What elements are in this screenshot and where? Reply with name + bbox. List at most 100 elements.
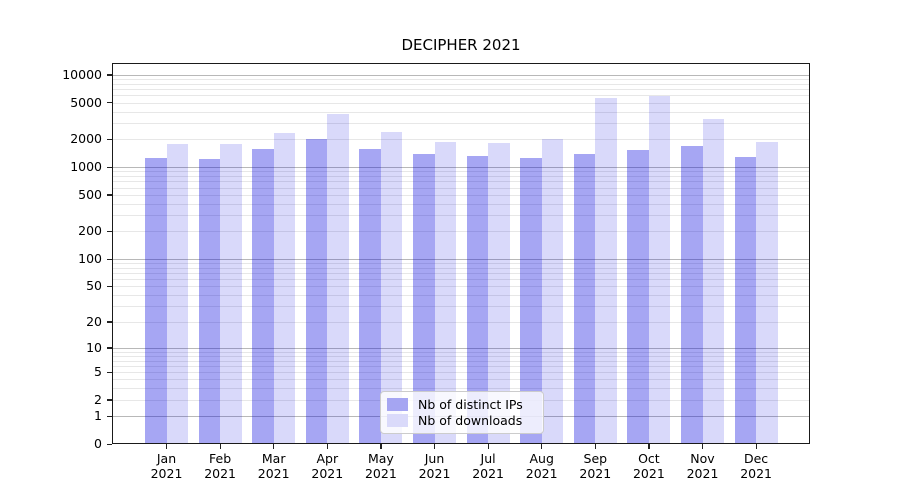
x-tick	[648, 444, 650, 449]
minor-gridline	[112, 372, 810, 374]
major-gridline	[112, 167, 810, 169]
legend-label-distinct-ips: Nb of distinct IPs	[418, 397, 523, 412]
y-tick	[107, 443, 112, 445]
bar-distinct-ips-mar	[252, 148, 274, 444]
y-tick	[107, 415, 112, 417]
x-tick-label: Nov 2021	[675, 451, 731, 481]
y-tick	[107, 258, 112, 260]
y-tick	[107, 74, 112, 76]
minor-gridline	[112, 181, 810, 183]
minor-gridline	[112, 321, 810, 323]
minor-gridline	[112, 273, 810, 275]
x-tick-year: 2021	[686, 466, 719, 481]
y-tick	[107, 399, 112, 401]
minor-gridline	[112, 295, 810, 297]
bar-downloads-jun	[434, 141, 456, 444]
x-tick-year: 2021	[579, 466, 612, 481]
minor-gridline	[112, 379, 810, 381]
x-tick-label: Mar 2021	[246, 451, 302, 481]
chart-title: DECIPHER 2021	[401, 36, 521, 54]
y-tick	[107, 347, 112, 349]
x-tick-month: Feb	[209, 451, 232, 466]
bar-distinct-ips-jan	[145, 157, 167, 444]
x-tick-year: 2021	[204, 466, 236, 481]
legend-entry-downloads: Nb of downloads	[387, 413, 537, 428]
minor-gridline	[112, 139, 810, 141]
x-tick-year: 2021	[525, 466, 558, 481]
y-tick-label: 20	[86, 313, 102, 329]
x-tick-year: 2021	[472, 466, 504, 481]
minor-gridline	[112, 111, 810, 113]
y-tick-label: 10	[86, 339, 102, 355]
y-tick	[107, 321, 112, 323]
x-tick	[166, 444, 168, 449]
bar-distinct-ips-may	[359, 149, 381, 444]
minor-gridline	[112, 286, 810, 288]
x-tick	[702, 444, 704, 449]
x-tick-year: 2021	[740, 466, 772, 481]
y-tick-label: 10000	[62, 66, 102, 82]
legend-entry-distinct-ips: Nb of distinct IPs	[387, 397, 537, 412]
minor-gridline	[112, 231, 810, 233]
minor-gridline	[112, 95, 810, 97]
x-tick-month: May	[367, 451, 394, 466]
x-tick-month: Jan	[156, 451, 177, 466]
bar-distinct-ips-jul	[466, 155, 489, 444]
x-tick	[326, 444, 329, 449]
legend-label-downloads: Nb of downloads	[418, 413, 523, 428]
bar-downloads-apr	[327, 113, 349, 444]
minor-gridline	[112, 215, 810, 217]
bar-downloads-oct	[648, 96, 671, 444]
x-tick-month: Jun	[424, 451, 445, 466]
minor-gridline	[112, 79, 810, 81]
x-tick-year: 2021	[364, 466, 397, 481]
bar-distinct-ips-jun	[413, 154, 435, 444]
y-tick-label: 50	[86, 278, 102, 294]
x-tick-month: Nov	[690, 451, 715, 466]
minor-gridline	[112, 267, 810, 269]
y-tick	[107, 194, 112, 196]
x-tick-month: Apr	[316, 451, 339, 466]
x-tick-label: Oct 2021	[621, 451, 677, 481]
bar-downloads-mar	[273, 132, 296, 444]
x-tick-label: Apr 2021	[299, 451, 355, 481]
x-tick	[755, 444, 757, 449]
x-tick-label: Feb 2021	[192, 451, 248, 481]
legend: Nb of distinct IPs Nb of downloads	[380, 391, 544, 434]
minor-gridline	[112, 355, 810, 357]
x-tick	[219, 444, 221, 449]
x-tick-month: Aug	[529, 451, 554, 466]
minor-gridline	[112, 351, 810, 353]
minor-gridline	[112, 194, 810, 196]
x-tick-month: Jul	[480, 451, 496, 466]
minor-gridline	[112, 187, 810, 189]
minor-gridline	[112, 203, 810, 205]
bar-distinct-ips-dec	[734, 156, 757, 444]
x-tick-label: Sep 2021	[567, 451, 623, 481]
minor-gridline	[112, 83, 810, 85]
x-tick-label: Jun 2021	[407, 451, 463, 481]
x-tick	[594, 444, 597, 449]
x-tick-year: 2021	[632, 466, 665, 481]
x-tick-month: Mar	[261, 451, 286, 466]
minor-gridline	[112, 123, 810, 125]
y-tick	[107, 166, 112, 168]
y-tick	[107, 102, 112, 104]
x-tick-label: Dec 2021	[728, 451, 784, 481]
y-tick	[107, 285, 112, 288]
legend-swatch-downloads	[387, 414, 408, 427]
x-tick	[434, 444, 436, 449]
minor-gridline	[112, 102, 810, 104]
minor-gridline	[112, 388, 810, 390]
minor-gridline	[112, 279, 810, 281]
minor-gridline	[112, 171, 810, 173]
minor-gridline	[112, 306, 810, 308]
bar-downloads-may	[380, 131, 403, 444]
y-tick-label: 2000	[70, 131, 102, 147]
bar-downloads-feb	[220, 144, 242, 444]
y-tick-label: 100	[78, 251, 102, 266]
x-tick	[541, 444, 543, 449]
y-tick-label: 0	[94, 436, 102, 451]
x-tick-label: Aug 2021	[514, 451, 570, 481]
